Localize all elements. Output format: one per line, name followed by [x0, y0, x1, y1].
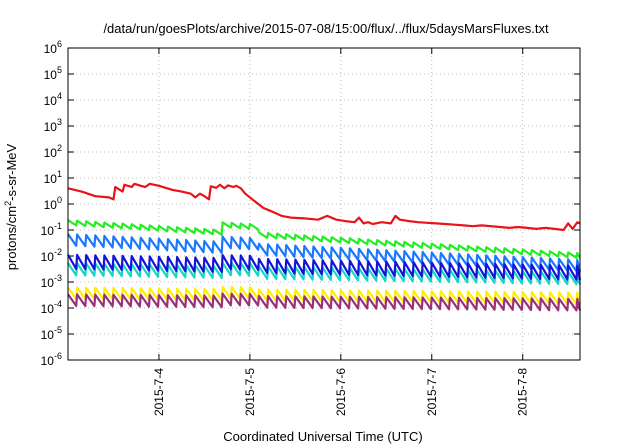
y-tick-label: 10-1	[41, 221, 62, 238]
y-tick-label: 103	[44, 117, 62, 134]
series-line-3	[67, 233, 582, 273]
series-line-4	[67, 261, 582, 286]
chart-title: /data/run/goesPlots/archive/2015-07-08/1…	[103, 21, 549, 36]
y-tick-label: 10-4	[41, 299, 62, 316]
y-tick-label: 101	[44, 169, 62, 186]
series-group	[67, 182, 582, 312]
y-tick-label: 10-2	[41, 247, 62, 264]
y-tick-label: 106	[44, 39, 62, 56]
series-line-7	[67, 292, 582, 312]
x-axis-label: Coordinated Universal Time (UTC)	[223, 429, 422, 444]
y-tick-label: 102	[44, 143, 62, 160]
x-tick-label: 2015-7-4	[152, 368, 166, 416]
series-line-5	[67, 253, 582, 281]
y-tick-label: 10-5	[41, 325, 62, 342]
y-tick-label: 10-6	[41, 351, 62, 368]
x-tick-label: 2015-7-7	[425, 368, 439, 416]
y-tick-label: 105	[44, 65, 62, 82]
grid	[68, 48, 580, 360]
x-tick-label: 2015-7-8	[516, 368, 530, 416]
x-tick-label: 2015-7-6	[334, 368, 348, 416]
y-axis: 10-6 10-5 10-4 10-3 10-2 10-1 100 101 102 103 104 1…	[41, 39, 580, 368]
series-line-1	[67, 182, 581, 232]
series-line-2	[67, 219, 581, 259]
plot-frame	[67, 47, 581, 361]
x-axis: 2015-7-4 2015-7-5 2015-7-6 2015-7-7 2015-7-8	[152, 48, 530, 416]
y-tick-label: 10-3	[41, 273, 62, 290]
series-line-6	[67, 285, 582, 306]
y-tick-label: 100	[44, 195, 62, 212]
y-tick-label: 104	[44, 91, 62, 108]
y-axis-label: protons/cm2-s-sr-MeV	[3, 143, 19, 270]
x-tick-label: 2015-7-5	[243, 368, 257, 416]
